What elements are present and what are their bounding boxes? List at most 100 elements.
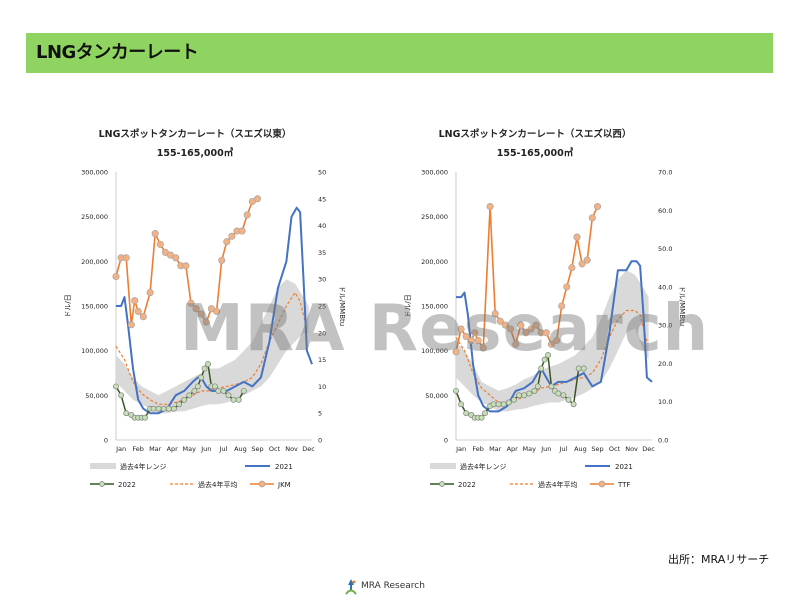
- y2-tick-label: 40.0: [658, 283, 672, 291]
- series-price-point: [197, 310, 205, 318]
- series-2022-point: [225, 392, 232, 399]
- y2-tick-label: 5: [318, 410, 322, 418]
- chart-east: LNGスポットタンカーレート（スエズ以東） 155-165,000㎥ 0 50,000…: [60, 120, 420, 500]
- y2-tick-label: 50.0: [658, 245, 672, 253]
- series-2022-point: [113, 383, 119, 390]
- legend-label: 過去4年平均: [198, 480, 237, 489]
- series-2021-line: [116, 206, 313, 415]
- series-2022-point: [526, 390, 533, 397]
- y2-tick-label: 10.0: [658, 398, 672, 406]
- y-tick-label: 150,000: [81, 303, 108, 311]
- series-price-point: [593, 202, 602, 211]
- legend-2022-marker: [439, 481, 445, 487]
- y-axis-label: ドル/日: [64, 294, 72, 317]
- legend-label: 2021: [615, 463, 633, 471]
- legend-label: 2022: [118, 481, 136, 489]
- series-price-point: [522, 329, 530, 337]
- series-2022-point: [565, 396, 572, 403]
- series-price-point: [131, 297, 139, 305]
- series-price-point: [462, 333, 470, 341]
- series-2022-point: [160, 405, 167, 412]
- x-tick-label: Aug: [234, 445, 247, 453]
- chart-title: LNGスポットタンカーレート（スエズ以東）: [99, 128, 292, 140]
- series-price-point: [218, 256, 226, 264]
- y2-tick-label: 50: [318, 169, 326, 177]
- series-price-point: [139, 313, 147, 321]
- legend: 過去4年レンジ 2021 2022 過去4年平均 TTF: [430, 462, 633, 489]
- series-price-point: [512, 340, 520, 348]
- series-price-point: [467, 336, 475, 345]
- series-2022-point: [510, 396, 517, 403]
- series-2022-point: [516, 392, 523, 399]
- range-band: [116, 279, 309, 414]
- series-2022-point: [521, 392, 528, 399]
- series-price-point: [496, 317, 504, 325]
- x-tick-label: Mar: [149, 445, 162, 453]
- series-price-point: [553, 336, 561, 345]
- series-2022-point: [205, 361, 211, 368]
- series-2022-point: [220, 387, 227, 394]
- y2-tick-label: 15: [318, 356, 326, 364]
- series-price-point: [156, 240, 164, 248]
- y-tick-label: 200,000: [81, 258, 108, 266]
- legend-label: 過去4年レンジ: [120, 462, 166, 471]
- series-2022-point: [478, 414, 485, 421]
- series-2022-point: [165, 405, 172, 412]
- y2-axis-label: ドル/MMBtu: [338, 286, 346, 326]
- rocket-logo-icon: [345, 579, 357, 595]
- series-2022-point: [150, 405, 157, 412]
- y-tick-label: 0: [104, 437, 108, 445]
- series-2022-point: [505, 399, 512, 406]
- series-2022-point: [118, 392, 125, 399]
- x-tick-label: Jan: [455, 445, 466, 453]
- x-tick-label: Mar: [489, 445, 502, 453]
- y-tick-label: 0: [444, 437, 448, 445]
- series-2021-line: [456, 260, 653, 413]
- series-average-line: [455, 309, 648, 404]
- series-price-point: [146, 289, 154, 297]
- chart-svg: LNGスポットタンカーレート（スエズ以西） 155-165,000㎥ 0 50,000…: [404, 128, 686, 489]
- y2-tick-label: 45: [318, 195, 326, 203]
- x-tick-label: Apr: [167, 445, 179, 453]
- series-price-point: [527, 325, 535, 333]
- series-2022-point: [240, 387, 247, 394]
- y2-tick-label: 60.0: [658, 207, 672, 215]
- legend-label: 2021: [275, 463, 293, 471]
- series-2022-point: [548, 383, 555, 390]
- series-2022-point: [482, 410, 488, 417]
- x-tick-label: Jul: [558, 445, 567, 453]
- y2-axis-label: ドル/MMBtu: [678, 286, 686, 326]
- legend-label: TTF: [617, 481, 630, 489]
- page-title: LNGタンカーレート: [36, 42, 199, 63]
- y-tick-label: 250,000: [421, 213, 448, 221]
- series-2022-point: [155, 405, 162, 412]
- series-2022-point: [123, 410, 130, 417]
- x-tick-label: Jun: [540, 445, 551, 453]
- series-price-point: [588, 214, 596, 222]
- series-price-point: [213, 307, 221, 315]
- series-2022-point: [538, 365, 545, 372]
- y2-tick-label: 10: [318, 383, 326, 391]
- x-tick-label: Dec: [302, 445, 315, 453]
- series-price-point: [187, 299, 195, 307]
- series-2022-point: [534, 383, 541, 390]
- series-2022-point: [555, 390, 562, 397]
- series-2022-point: [570, 401, 577, 408]
- y2-tick-label: 0: [318, 437, 322, 445]
- legend-label: 過去4年レンジ: [460, 462, 506, 471]
- x-tick-label: Dec: [642, 445, 655, 453]
- chart-subtitle: 155-165,000㎥: [157, 147, 234, 159]
- series-price-point: [238, 227, 246, 235]
- series-2022-point: [235, 396, 242, 403]
- series-2022-point: [186, 392, 193, 399]
- y-tick-label: 200,000: [421, 258, 448, 266]
- series-price-point: [542, 329, 550, 337]
- legend-label: JKM: [277, 481, 291, 489]
- x-tick-label: Jul: [218, 445, 227, 453]
- series-2022-point: [142, 414, 148, 421]
- series-price-point: [506, 325, 515, 333]
- series-2022-point: [191, 387, 198, 394]
- x-tick-label: Jun: [200, 445, 211, 453]
- chart-title: LNGスポットタンカーレート（スエズ以西）: [439, 128, 632, 140]
- x-tick-label: Oct: [269, 445, 281, 453]
